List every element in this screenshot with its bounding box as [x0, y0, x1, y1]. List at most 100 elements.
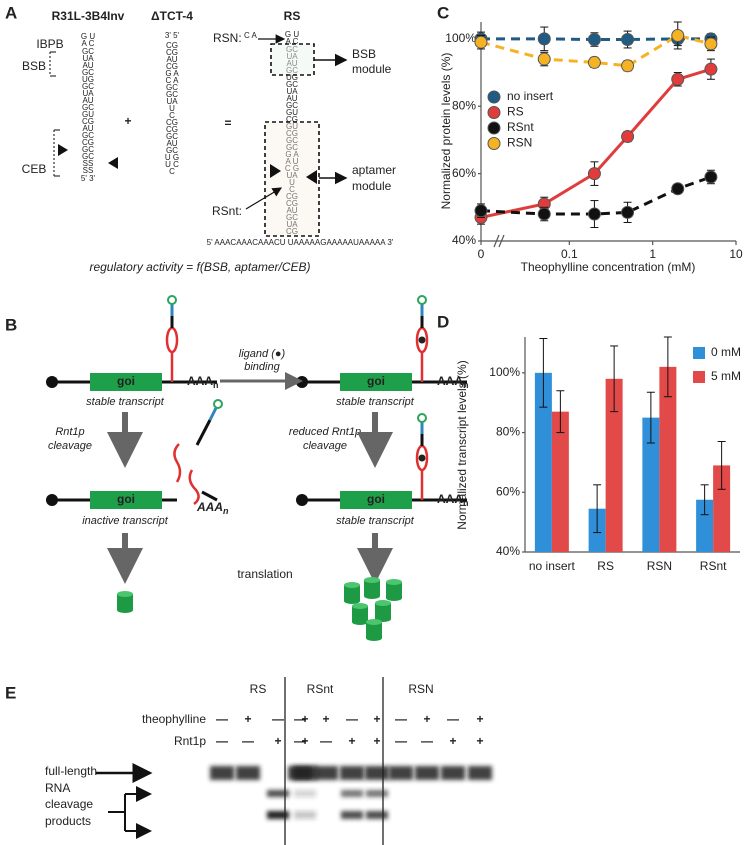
data-point [621, 33, 635, 47]
x-tick-label: no insert [529, 559, 576, 573]
treatment-sign: + [423, 712, 430, 726]
step-label: Rnt1p [55, 426, 84, 438]
treatment-sign: + [301, 734, 308, 748]
band-label: products [45, 814, 91, 828]
protein [344, 598, 360, 604]
legend-marker [487, 106, 501, 119]
panel-label: B [5, 315, 17, 334]
gel-band [366, 811, 388, 819]
treatment-sign: — [294, 712, 306, 726]
nucleotide-pair: CG [286, 129, 298, 138]
bar [659, 366, 677, 552]
treatment-sign: + [476, 712, 483, 726]
cleaved-fragment [188, 469, 200, 505]
legend-swatch [693, 347, 705, 359]
gene-label: goi [117, 374, 135, 388]
series-line [480, 175, 712, 216]
loop [167, 295, 177, 305]
poly-a-text: AAA [437, 492, 463, 506]
nucleotide-pair: CG [166, 48, 178, 57]
bsb-label: BSB [22, 59, 46, 73]
bar [696, 499, 714, 552]
band-label: full-length [45, 764, 97, 778]
data-point [537, 207, 551, 221]
panel-label: E [5, 683, 16, 702]
gel-band [366, 790, 388, 797]
protein [375, 600, 391, 606]
nucleotide-pair: GC [286, 143, 298, 152]
module-label: module [352, 62, 392, 76]
protein [366, 635, 382, 641]
nucleotide-pair: G A [165, 69, 179, 78]
row-label: Rnt1p [174, 734, 206, 748]
nucleotide-pair: A C [286, 37, 299, 46]
treatment-sign: — [320, 734, 332, 748]
protein [117, 607, 133, 613]
module-label: aptamer [352, 163, 396, 177]
treatment-sign: + [373, 712, 380, 726]
data-point [671, 182, 685, 196]
y-tick-label: 40% [452, 233, 476, 247]
equation: regulatory activity = f(BSB, aptamer/CEB… [89, 260, 310, 274]
ligand [418, 454, 426, 462]
poly-a-subscript: n [463, 380, 469, 390]
protein [352, 606, 368, 622]
nucleotide-pair: G U [285, 30, 299, 39]
gel-band [314, 766, 338, 780]
gel-band [341, 811, 363, 819]
nucleotide-pair: U G [165, 153, 179, 162]
panel-label: C [437, 3, 449, 22]
internal-loop [165, 326, 179, 354]
poly-a-subscript: n [463, 498, 469, 508]
nucleotide-pair: AU [82, 96, 93, 105]
gel-band [389, 766, 413, 780]
nucleotide-pair: AU [166, 139, 177, 148]
gel-band [340, 766, 364, 780]
module-label: BSB [352, 47, 376, 61]
bar [642, 417, 660, 552]
treatment-sign: + [274, 734, 281, 748]
gene [90, 491, 162, 509]
cleavage-site [108, 157, 118, 169]
loop [417, 295, 427, 305]
treatment-sign: + [244, 712, 251, 726]
protein [386, 582, 402, 598]
gel-band [294, 811, 316, 819]
poly-a: AAAn [196, 500, 229, 516]
treatment-sign: — [216, 712, 228, 726]
data-point [621, 205, 635, 219]
nucleotide-pair: AU [286, 94, 297, 103]
y-tick-label: 40% [496, 544, 520, 558]
treatment-sign: + [373, 734, 380, 748]
line [493, 234, 500, 248]
nucleotide-pair: UA [286, 87, 298, 96]
protein [366, 619, 382, 625]
legend-marker [487, 137, 501, 150]
nucleotide-pair: A U [286, 157, 299, 166]
legend-marker [487, 121, 501, 135]
plus: + [124, 114, 131, 128]
ceb-label: CEB [22, 162, 47, 176]
bar [713, 465, 731, 552]
nucleotide-pair: GC [82, 145, 94, 154]
data-point [587, 167, 601, 181]
data-point [704, 170, 718, 184]
data-point [621, 59, 635, 73]
nucleotide-pair: AU [82, 124, 93, 133]
poly-a: AAAn [187, 374, 219, 390]
nucleotide-pair: CG [166, 41, 178, 50]
nucleotide-pair: G A [285, 150, 299, 159]
step-label: translation [237, 567, 292, 581]
poly-a-text: AAA [437, 374, 463, 388]
nucleotide-pair: GC [286, 213, 298, 222]
module-box [270, 43, 315, 76]
data-point [587, 207, 601, 221]
line [201, 490, 218, 502]
nucleotide-pair: GC [166, 83, 178, 92]
nucleotide-pair: CG [286, 115, 298, 124]
y-tick-label: 80% [496, 425, 520, 439]
group-label: RSN [408, 682, 433, 696]
protein [344, 582, 360, 588]
nucleotide-pair: GC [82, 47, 94, 56]
